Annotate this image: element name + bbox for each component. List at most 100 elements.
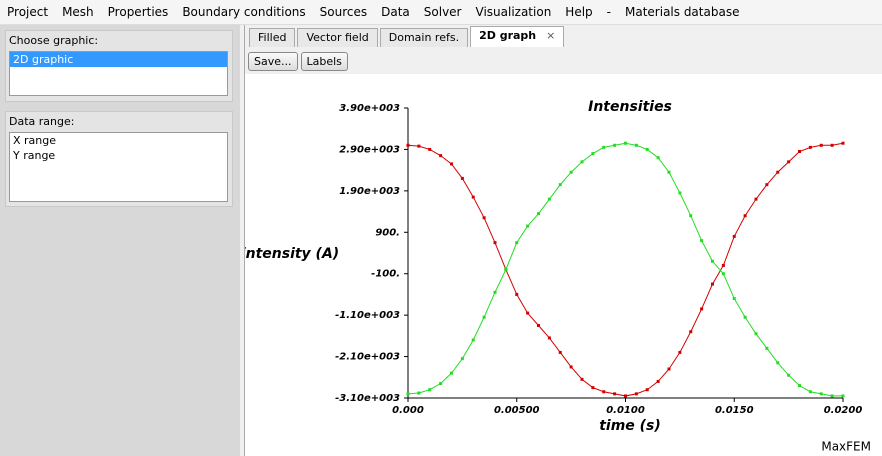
plot-background (245, 74, 882, 456)
data-point (645, 388, 649, 392)
data-point (613, 392, 617, 396)
tab-bar: Filled Vector field Domain refs. 2D graph × (249, 26, 566, 47)
group-label: Choose graphic: (9, 34, 99, 47)
data-point (526, 311, 530, 315)
data-point (798, 384, 801, 388)
toolbar-button[interactable]: Save... (248, 52, 298, 71)
data-point (624, 141, 627, 145)
menu-item[interactable]: Properties (107, 5, 169, 19)
data-point (634, 143, 638, 147)
group-label: Data range: (9, 115, 75, 128)
data-point (482, 216, 486, 220)
menu-item[interactable]: Mesh (62, 5, 94, 19)
x-tick-label: 0.0200 (824, 405, 863, 416)
y-tick-label: -100. (371, 269, 400, 280)
data-point (819, 143, 823, 147)
footer-brand: MaxFEM (821, 440, 871, 454)
data-point (841, 141, 845, 145)
data-point (602, 390, 606, 394)
data-point (743, 315, 747, 319)
data-point (471, 195, 475, 199)
range-list: X range Y range (9, 132, 228, 202)
data-point (711, 259, 714, 263)
data-point (591, 152, 595, 156)
y-axis-label: intensity (A) (245, 246, 339, 262)
data-point (700, 239, 704, 243)
data-point (689, 214, 693, 218)
y-tick-label: -3.10e+003 (335, 393, 400, 404)
data-point (667, 367, 671, 371)
data-point (428, 388, 432, 392)
menu-item[interactable]: Visualization (475, 5, 552, 19)
data-point (504, 268, 508, 272)
menu-item[interactable]: Solver (423, 5, 462, 19)
data-range-group: Data range: X range Y range (5, 111, 233, 207)
data-point (526, 224, 530, 228)
x-tick-label: 0.0150 (715, 405, 754, 416)
data-point (547, 336, 551, 340)
y-tick-label: 1.90e+003 (339, 186, 400, 197)
graphic-list: 2D graphic (9, 51, 228, 96)
data-point (460, 357, 464, 361)
data-point (602, 145, 606, 149)
data-point (711, 282, 714, 286)
data-point (515, 241, 519, 245)
tab[interactable]: Domain refs. (379, 28, 469, 47)
menu-item[interactable]: Sources (319, 5, 368, 19)
data-point (841, 394, 845, 398)
chart-title: Intensities (588, 99, 672, 115)
data-point (460, 176, 464, 180)
data-point (624, 394, 627, 398)
data-point (417, 144, 421, 148)
data-point (482, 315, 486, 319)
data-point (754, 197, 758, 201)
data-point (515, 292, 519, 296)
data-point (721, 272, 725, 276)
data-point (776, 361, 780, 365)
data-point (537, 324, 540, 327)
data-point (417, 391, 421, 395)
data-point (591, 386, 595, 390)
list-item[interactable]: 2D graphic (10, 52, 227, 67)
tab-close[interactable]: × (546, 29, 556, 42)
tab[interactable]: 2D graph × (470, 26, 565, 47)
data-point (678, 191, 682, 195)
data-point (798, 150, 801, 153)
data-point (732, 234, 736, 238)
data-point (537, 212, 540, 216)
tab[interactable]: Filled (249, 28, 296, 47)
data-point (613, 143, 617, 147)
data-point (569, 365, 573, 369)
data-point (547, 197, 551, 201)
data-point (493, 241, 497, 245)
menu-item[interactable]: Help (565, 5, 593, 19)
data-point (787, 373, 791, 377)
data-point (580, 377, 584, 381)
data-point (634, 392, 638, 396)
menu-item[interactable]: Boundary conditions (182, 5, 306, 19)
y-tick-label: 900. (375, 227, 400, 238)
toolbar-button[interactable]: Labels (300, 52, 348, 71)
menu-item[interactable]: Project (7, 5, 49, 19)
data-point (428, 147, 432, 151)
data-point (569, 170, 573, 174)
menu-item[interactable]: Data (381, 5, 410, 19)
data-point (765, 346, 769, 350)
list-item[interactable]: Y range (13, 149, 56, 162)
menu-item[interactable]: - (606, 5, 611, 19)
data-point (700, 307, 704, 311)
data-point (754, 332, 758, 336)
tab[interactable]: Vector field (297, 28, 378, 47)
chart: Intensities intensity (A) time (s) MaxFE… (245, 74, 882, 456)
data-point (678, 350, 682, 354)
data-point (787, 160, 791, 164)
data-point (406, 143, 410, 147)
x-tick-label: 0.0100 (606, 405, 645, 416)
list-item[interactable]: X range (13, 134, 57, 147)
data-point (765, 183, 769, 187)
data-point (656, 156, 660, 160)
data-point (732, 297, 736, 301)
x-tick-label: 0.000 (392, 405, 424, 416)
menu-item[interactable]: Materials database (625, 5, 740, 19)
